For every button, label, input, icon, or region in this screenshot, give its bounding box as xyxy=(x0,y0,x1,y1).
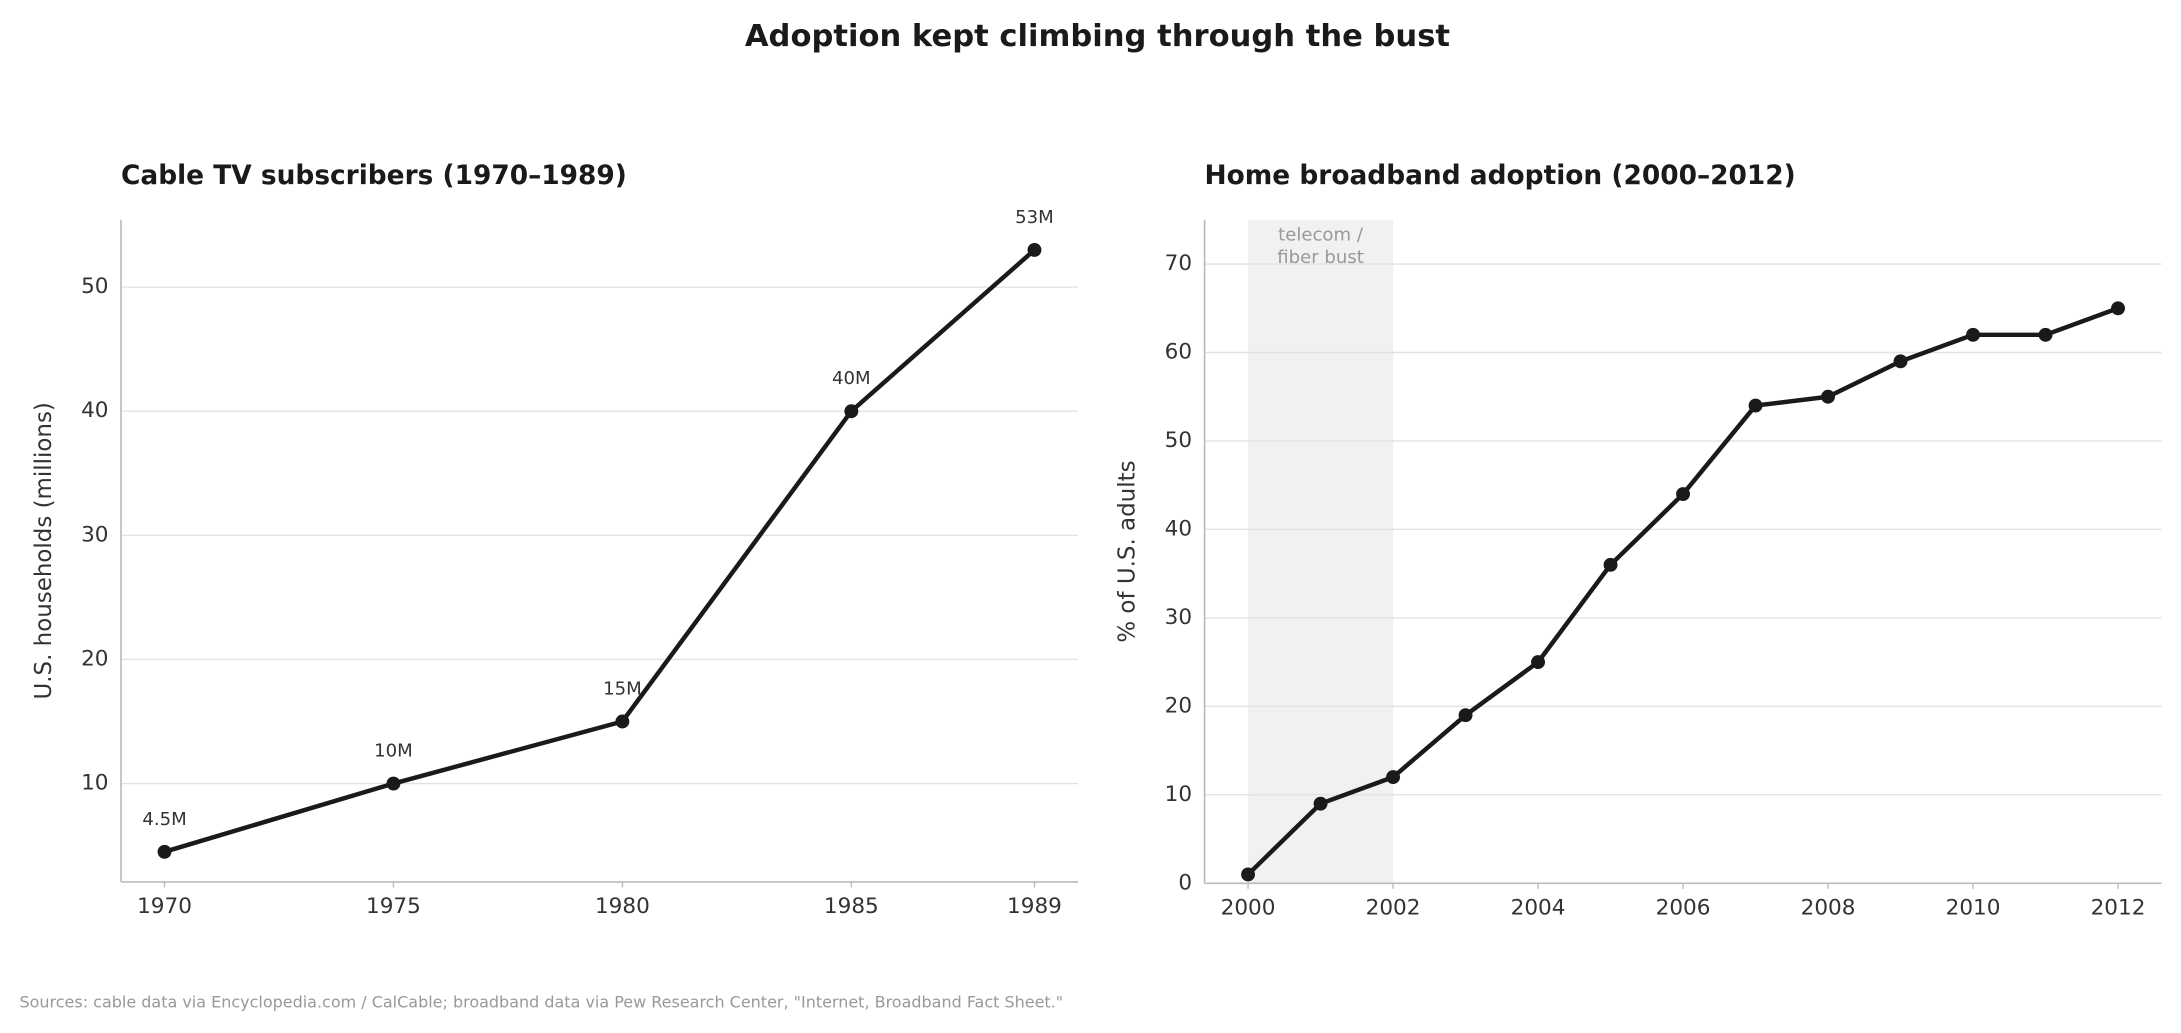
data-point xyxy=(1603,557,1618,572)
y-tick-label: 60 xyxy=(1165,340,1192,365)
data-point xyxy=(615,714,630,729)
y-tick-label: 30 xyxy=(1165,605,1192,630)
value-label: 40M xyxy=(832,368,871,389)
y-tick-label: 50 xyxy=(1165,428,1192,453)
x-tick-label: 2010 xyxy=(1946,895,2001,920)
y-tick-label: 0 xyxy=(1178,870,1192,895)
y-axis-label: % of U.S. adults xyxy=(1115,460,1141,642)
value-label: 4.5M xyxy=(142,809,186,830)
x-tick-label: 2012 xyxy=(2091,895,2146,920)
y-tick-label: 40 xyxy=(1165,516,1192,541)
value-label: 10M xyxy=(374,741,413,762)
x-tick-label: 1975 xyxy=(366,894,421,919)
x-tick-label: 1980 xyxy=(595,894,650,919)
chart-title: Cable TV subscribers (1970–1989) xyxy=(121,160,627,191)
x-tick-label: 1970 xyxy=(137,894,192,919)
y-tick-label: 20 xyxy=(1165,693,1192,718)
chart-title: Home broadband adoption (2000–2012) xyxy=(1205,160,1796,191)
data-point xyxy=(2038,327,2053,342)
y-tick-label: 40 xyxy=(81,398,108,423)
x-tick-label: 2000 xyxy=(1221,895,1276,920)
x-tick-label: 2006 xyxy=(1656,895,1711,920)
data-point xyxy=(1531,655,1546,670)
x-tick-label: 2004 xyxy=(1511,895,1566,920)
y-tick-label: 30 xyxy=(81,522,108,547)
data-point xyxy=(1241,867,1256,882)
y-tick-label: 70 xyxy=(1165,251,1192,276)
value-label: 53M xyxy=(1015,207,1054,228)
data-point xyxy=(1748,398,1763,413)
data-point xyxy=(1821,389,1835,404)
x-tick-label: 1989 xyxy=(1007,894,1062,919)
data-point xyxy=(2111,301,2125,316)
x-tick-label: 2008 xyxy=(1801,895,1856,920)
data-point xyxy=(1893,354,1908,369)
annotation-box: telecom / fiber bust xyxy=(1277,225,1364,269)
data-point xyxy=(1027,242,1042,257)
y-tick-label: 10 xyxy=(1165,782,1192,807)
shaded-span xyxy=(1248,219,1394,884)
x-tick-label: 2002 xyxy=(1366,895,1421,920)
data-point xyxy=(1313,796,1328,811)
data-point xyxy=(1966,327,1980,342)
data-point xyxy=(157,844,172,859)
y-tick-label: 20 xyxy=(81,646,108,671)
y-tick-label: 50 xyxy=(81,274,108,299)
span-annotation: telecom / fiber bust xyxy=(1277,225,1364,269)
x-tick-label: 1985 xyxy=(824,894,879,919)
data-point xyxy=(1676,487,1690,502)
value-label: 15M xyxy=(603,679,642,700)
data-point xyxy=(844,404,859,419)
figure-title: Adoption kept climbing through the bust xyxy=(745,19,1450,54)
y-tick-label: 10 xyxy=(81,771,108,796)
y-axis-label: U.S. households (millions) xyxy=(31,402,57,699)
data-point xyxy=(386,776,401,791)
data-line xyxy=(163,248,1036,854)
source-note: Sources: cable data via Encyclopedia.com… xyxy=(19,992,1063,1011)
data-point xyxy=(1458,708,1473,723)
data-point xyxy=(1386,770,1401,785)
